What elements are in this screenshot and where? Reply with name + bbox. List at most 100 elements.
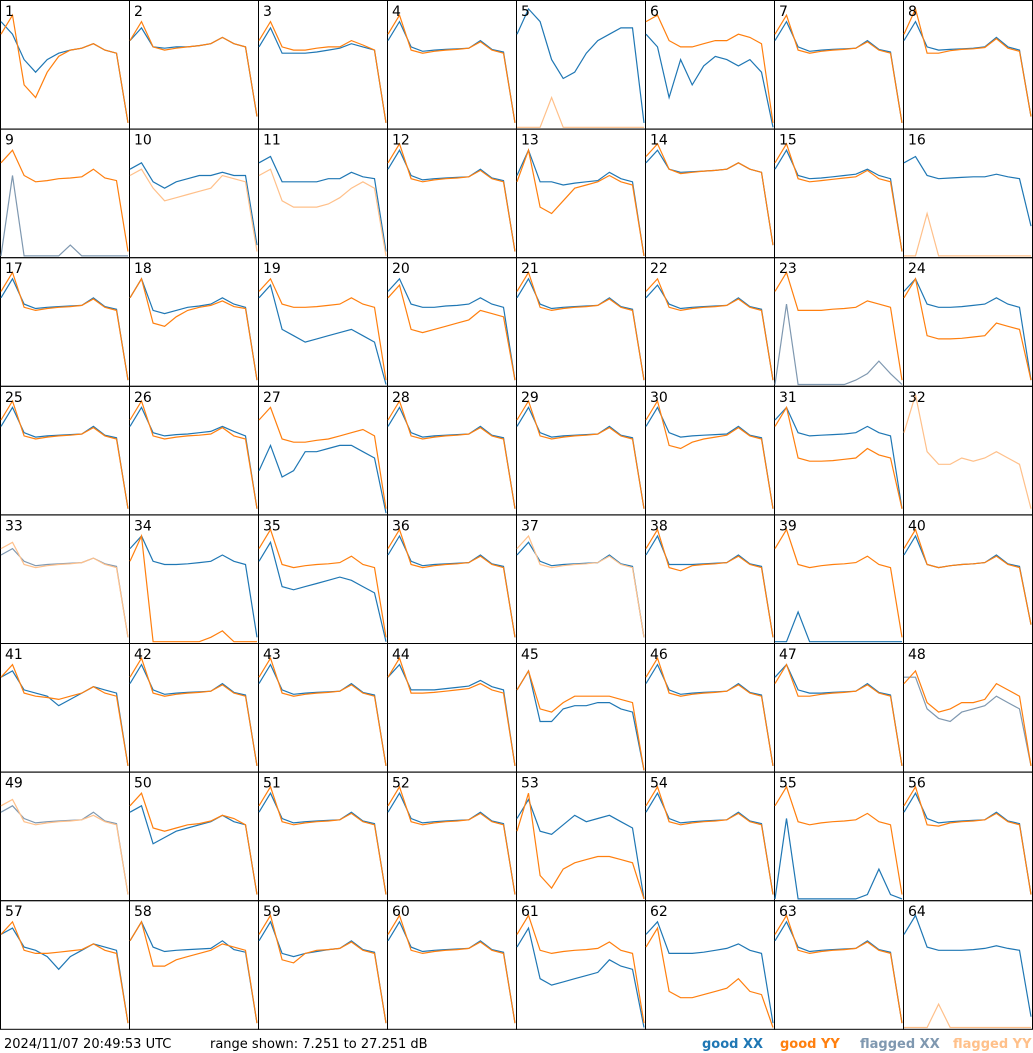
panel-number: 25 [5,390,23,406]
panel-number: 48 [908,647,926,663]
panel-frame [516,0,646,130]
panel-number: 4 [392,4,401,20]
spectrum-line [645,399,774,509]
panel-number: 53 [521,776,539,792]
panel-number: 14 [650,133,668,149]
spectrum-line [645,284,774,381]
panel-number: 39 [779,518,797,534]
panel-number: 46 [650,647,668,663]
spectrum-line [0,541,129,638]
spectrum-line [258,168,387,257]
panel-number: 11 [263,133,281,149]
spectrum-line [516,7,645,123]
spectrum-line [258,913,387,1024]
spectrum-line [129,399,258,509]
legend-entry: flagged XX [860,1037,940,1052]
panel-number: 51 [263,776,281,792]
panel-number: 41 [5,647,23,663]
spectrum-line [0,399,129,509]
spectrum-line [0,663,129,766]
spectrum-line [774,405,903,509]
spectrum-line [516,669,645,771]
panel-number: 10 [134,133,152,149]
panel-number: 50 [134,776,152,792]
spectrum-line [774,142,903,252]
spectrum-line [516,399,645,509]
panel-number: 28 [392,390,410,406]
spectrum-line [129,168,258,252]
spectrum-line [774,785,903,895]
panel-frame [774,0,904,130]
spectrum-line [387,785,516,895]
spectrum-line [0,270,129,381]
spectrum-line [903,394,1032,509]
spectrum-line [129,20,258,117]
panel-number: 20 [392,261,410,277]
panel-number: 61 [521,904,539,920]
spectrum-line [774,913,903,1024]
spectrum-line [904,211,1031,257]
spectrum-line [903,534,1032,625]
timestamp: 2024/11/07 20:49:53 UTC [4,1037,171,1052]
panel-number: 24 [908,261,926,277]
panel-number: 12 [392,133,410,149]
spectrum-line [129,534,258,638]
panel-number: 64 [908,904,926,920]
spectrum-line [258,920,387,1024]
spectrum-line [516,926,645,1028]
spectrum-line [645,528,774,638]
spectrum-line [516,669,645,771]
spectrum-line [258,20,387,123]
spectrum-line [517,95,644,128]
panel-number: 57 [5,904,23,920]
legend-entry: flagged YY [953,1037,1032,1052]
spectrum-line [903,277,1032,381]
panel-number: 23 [779,261,797,277]
panel-number: 6 [650,4,659,20]
spectrum-line [774,663,903,766]
panel-number: 18 [134,261,152,277]
spectrum-line [774,818,903,900]
panel-number: 9 [5,133,14,149]
spectrum-line [645,656,774,766]
legend-entry: good XX [702,1037,763,1052]
legend-entry: good YY [780,1037,840,1052]
spectrum-line [903,791,1032,895]
panel-number: 19 [263,261,281,277]
panel-number: 3 [263,4,272,20]
spectrum-line [774,304,903,386]
panel-frame [0,128,130,259]
spectrum-line [774,528,903,638]
spectrum-line [903,7,1032,117]
spectrum-line [774,406,903,509]
panel-number: 38 [650,518,668,534]
panel-number: 54 [650,776,668,792]
spectrum-line [774,270,903,381]
spectrum-line [258,277,387,381]
panel-number: 47 [779,647,797,663]
spectrum-line [903,785,1032,895]
panel-number: 27 [263,390,281,406]
spectrum-line [516,147,645,256]
panel-number: 29 [521,390,539,406]
spectrum-line [645,406,774,509]
spectrum-line [516,270,645,381]
spectrum-line [387,399,516,509]
spectrum-line [129,804,258,895]
panel-number: 37 [521,518,539,534]
spectrum-line [258,406,387,509]
spectrum-line [0,670,129,766]
panel-frame [258,0,388,130]
spectrum-line [0,13,129,123]
spectrum-line [903,155,1032,227]
spectrum-line [645,926,774,1028]
range-label: range shown: 7.251 to 27.251 dB [210,1037,428,1052]
panel-number: 33 [5,518,23,534]
panel-number: 26 [134,390,152,406]
spectrum-line [129,161,258,246]
panel-number: 16 [908,133,926,149]
panel-number: 40 [908,518,926,534]
spectrum-line [129,26,258,117]
spectrum-line [129,920,258,1024]
